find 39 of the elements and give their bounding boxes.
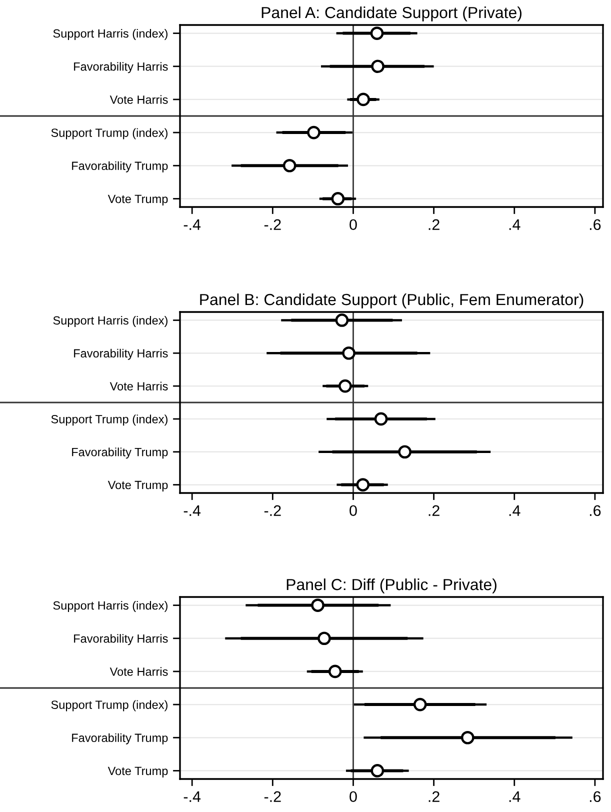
y-tick-label: Favorability Harris (74, 634, 168, 646)
y-tick-label: Favorability Trump (72, 161, 168, 172)
x-tick-label: 0 (350, 505, 357, 516)
x-tick-label: .2 (428, 219, 440, 230)
y-tick-label: Vote Trump (108, 194, 168, 206)
y-tick-label: Support Trump (index) (51, 700, 168, 712)
y-tick-label: Support Trump (index) (51, 414, 168, 426)
x-tick-label: .2 (428, 791, 440, 802)
y-tick-label: Favorability Harris (74, 62, 168, 74)
y-tick-label: Vote Trump (108, 766, 168, 778)
y-tick-label: Vote Trump (108, 480, 168, 492)
y-tick-label: Vote Harris (110, 95, 168, 104)
x-tick-label: 0 (350, 219, 357, 230)
y-tick-label: Support Harris (index) (53, 316, 168, 327)
chart-title: Panel C: Diff (Public - Private) (286, 578, 496, 594)
y-tick-label: Support Trump (index) (51, 128, 168, 140)
x-tick-label: -.4 (184, 505, 201, 516)
y-tick-label: Support Harris (index) (53, 28, 168, 40)
y-tick-label: Favorability Harris (74, 348, 168, 360)
x-tick-label: .4 (509, 791, 520, 802)
x-tick-label: -.2 (264, 219, 281, 230)
y-tick-label: Favorability Trump (72, 733, 168, 744)
x-tick-label: -.2 (264, 505, 281, 516)
x-tick-label: .6 (590, 219, 601, 230)
x-tick-label: -.4 (184, 219, 201, 230)
x-tick-label: .2 (428, 505, 440, 516)
x-tick-label: .6 (590, 791, 601, 802)
x-tick-label: -.4 (184, 791, 201, 802)
x-tick-label: -.2 (264, 791, 281, 802)
y-tick-label: Vote Harris (110, 667, 168, 676)
x-tick-label: 0 (350, 791, 357, 802)
y-tick-label: Support Harris (index) (53, 600, 168, 612)
chart-title: Panel A: Candidate Support (Private) (262, 6, 522, 22)
x-tick-label: .4 (509, 219, 520, 230)
x-tick-label: .6 (590, 505, 601, 516)
x-tick-label: .4 (509, 505, 520, 516)
y-tick-label: Favorability Trump (72, 448, 168, 459)
y-tick-label: Vote Harris (110, 382, 168, 390)
chart-title: Panel B: Candidate Support (Public, Fem Enumerator) (200, 293, 584, 308)
